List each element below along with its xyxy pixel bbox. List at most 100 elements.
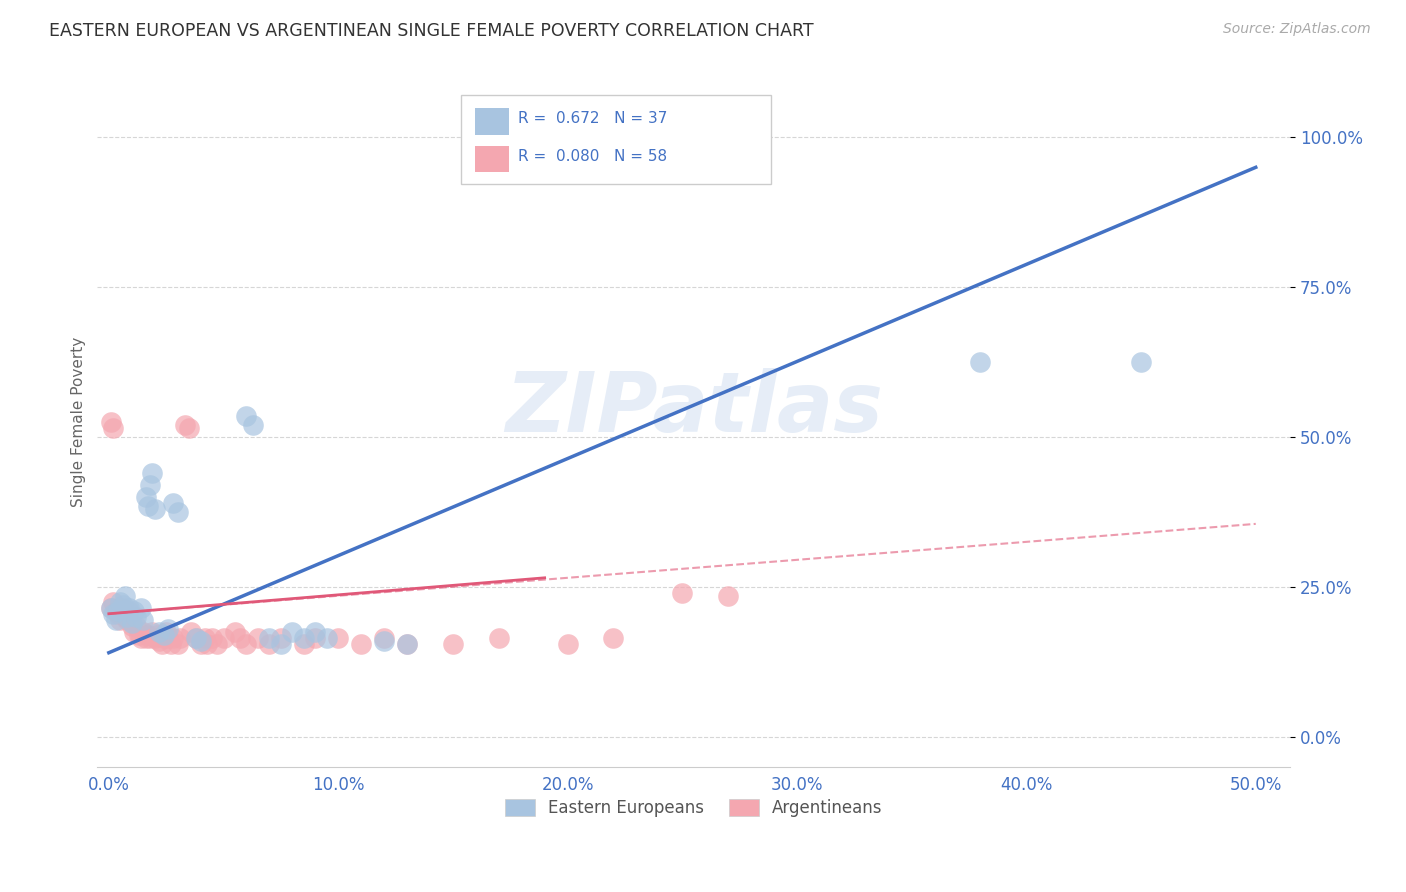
Point (115, 613, 138, 627)
Point (107, 604, 129, 618)
Point (129, 631, 152, 645)
Point (373, 631, 395, 645)
Point (141, 466, 163, 480)
Point (155, 624, 177, 639)
Point (128, 628, 150, 642)
Point (148, 624, 170, 639)
Point (671, 586, 693, 600)
Point (969, 355, 991, 369)
Text: ZIPatlas: ZIPatlas (505, 368, 883, 449)
Text: Source: ZipAtlas.com: Source: ZipAtlas.com (1223, 22, 1371, 37)
Point (146, 628, 169, 642)
Bar (475, 145, 509, 172)
Point (304, 631, 326, 645)
Point (118, 604, 141, 618)
Point (159, 637, 181, 651)
Text: EASTERN EUROPEAN VS ARGENTINEAN SINGLE FEMALE POVERTY CORRELATION CHART: EASTERN EUROPEAN VS ARGENTINEAN SINGLE F… (49, 22, 814, 40)
Point (110, 595, 132, 609)
Point (235, 409, 257, 423)
Legend: Eastern Europeans, Argentineans: Eastern Europeans, Argentineans (498, 792, 890, 823)
Point (139, 478, 162, 492)
Point (292, 631, 315, 645)
Point (103, 595, 125, 609)
Point (122, 624, 145, 639)
Point (270, 637, 292, 651)
Point (100, 600, 122, 615)
Point (395, 637, 418, 651)
Point (111, 598, 134, 612)
Point (281, 624, 304, 639)
Point (148, 633, 170, 648)
Point (201, 631, 224, 645)
Point (143, 502, 166, 516)
Text: R =  0.080   N = 58: R = 0.080 N = 58 (519, 149, 668, 164)
Point (259, 637, 281, 651)
Text: R =  0.672   N = 37: R = 0.672 N = 37 (519, 112, 668, 127)
Point (173, 417, 195, 432)
Point (180, 624, 202, 639)
Point (315, 631, 337, 645)
Point (190, 637, 212, 651)
Point (157, 631, 180, 645)
Y-axis label: Single Female Poverty: Single Female Poverty (72, 337, 86, 508)
Point (121, 615, 143, 630)
Point (125, 619, 148, 633)
Point (1130, 355, 1153, 369)
Point (557, 637, 579, 651)
Point (259, 631, 281, 645)
Point (103, 607, 125, 621)
Point (132, 624, 155, 639)
FancyBboxPatch shape (461, 95, 772, 185)
Point (135, 631, 157, 645)
Point (194, 631, 217, 645)
Point (153, 631, 176, 645)
Point (270, 631, 292, 645)
Point (235, 637, 257, 651)
Bar (475, 109, 509, 135)
Point (132, 613, 155, 627)
Point (122, 604, 145, 618)
Point (129, 600, 152, 615)
Point (107, 607, 129, 621)
Point (103, 421, 125, 435)
Point (100, 415, 122, 429)
Point (224, 624, 246, 639)
Point (136, 499, 159, 513)
Point (115, 609, 138, 624)
Point (135, 490, 157, 504)
Point (197, 637, 219, 651)
Point (441, 637, 464, 651)
Point (169, 631, 191, 645)
Point (104, 604, 127, 618)
Point (157, 622, 180, 636)
Point (205, 637, 228, 651)
Point (166, 505, 188, 519)
Point (143, 631, 166, 645)
Point (110, 613, 132, 627)
Point (121, 619, 143, 633)
Point (184, 631, 207, 645)
Point (184, 631, 207, 645)
Point (139, 631, 162, 645)
Point (395, 637, 418, 651)
Point (350, 637, 373, 651)
Point (242, 417, 264, 432)
Point (212, 631, 235, 645)
Point (328, 631, 350, 645)
Point (292, 637, 315, 651)
Point (100, 600, 122, 615)
Point (177, 421, 200, 435)
Point (304, 624, 326, 639)
Point (114, 589, 136, 603)
Point (118, 600, 141, 615)
Point (162, 631, 184, 645)
Point (373, 633, 395, 648)
Point (150, 637, 173, 651)
Point (228, 631, 250, 645)
Point (166, 637, 188, 651)
Point (114, 609, 136, 624)
Point (125, 609, 148, 624)
Point (162, 496, 184, 510)
Point (602, 631, 624, 645)
Point (246, 631, 269, 645)
